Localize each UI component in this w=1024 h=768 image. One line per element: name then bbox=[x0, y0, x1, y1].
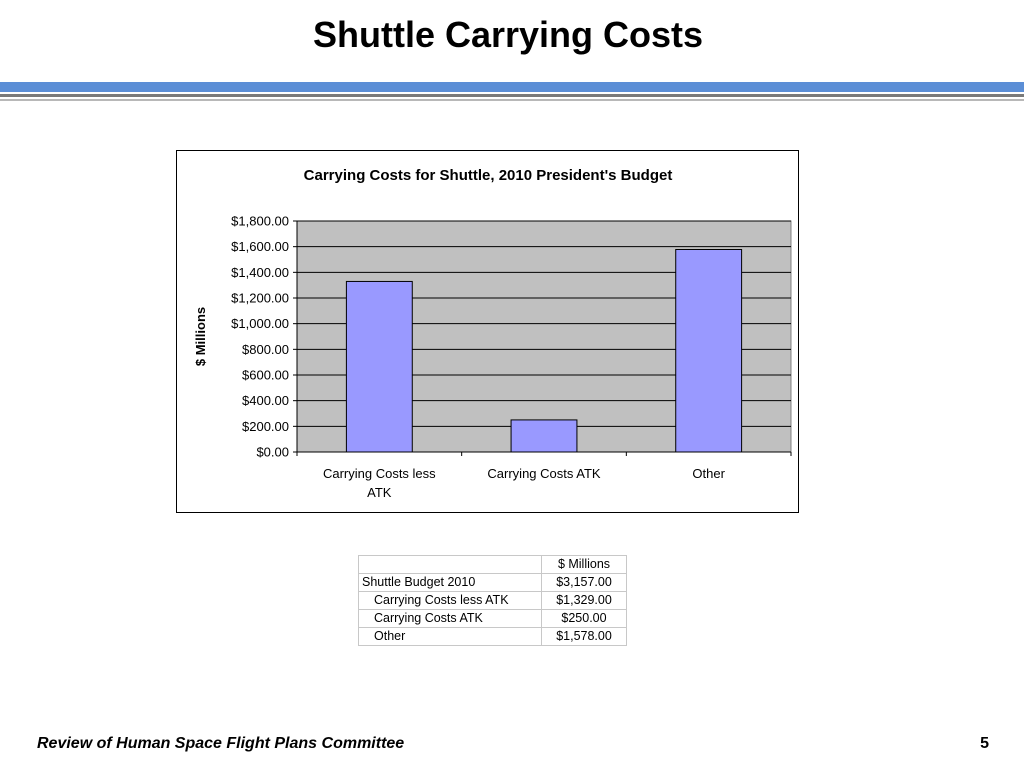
x-category-label: Carrying Costs ATK bbox=[487, 466, 601, 481]
footer-text: Review of Human Space Flight Plans Commi… bbox=[37, 735, 405, 752]
table-cell-label: Other bbox=[358, 627, 542, 646]
y-tick-label: $1,200.00 bbox=[231, 291, 289, 306]
cost-table: $ Millions Shuttle Budget 2010 $3,157.00… bbox=[358, 555, 627, 646]
bar-1 bbox=[345, 280, 413, 453]
x-category-label: ATK bbox=[367, 485, 392, 500]
table-row: Other $1,578.00 bbox=[358, 627, 627, 646]
table-header-cell bbox=[358, 555, 542, 574]
y-tick-label: $1,400.00 bbox=[231, 265, 289, 280]
table-row: Shuttle Budget 2010 $3,157.00 bbox=[358, 573, 627, 592]
y-tick-label: $1,600.00 bbox=[231, 239, 289, 254]
table-row: Carrying Costs less ATK $1,329.00 bbox=[358, 591, 627, 610]
table-cell-value: $1,329.00 bbox=[541, 591, 627, 610]
table-cell-label: Shuttle Budget 2010 bbox=[358, 573, 542, 592]
table-cell-value: $3,157.00 bbox=[541, 573, 627, 592]
y-axis-label: $ Millions bbox=[193, 307, 208, 366]
table-cell-label: Carrying Costs less ATK bbox=[358, 591, 542, 610]
bar-chart: Carrying Costs for Shuttle, 2010 Preside… bbox=[193, 167, 792, 500]
y-tick-label: $400.00 bbox=[242, 393, 289, 408]
y-tick-label: $1,800.00 bbox=[231, 214, 289, 229]
table-cell-value: $1,578.00 bbox=[541, 627, 627, 646]
y-tick-label: $1,000.00 bbox=[231, 316, 289, 331]
y-tick-label: $0.00 bbox=[256, 445, 289, 460]
y-tick-label: $600.00 bbox=[242, 368, 289, 383]
bar-2 bbox=[510, 419, 578, 453]
bar-3 bbox=[675, 248, 743, 453]
title-underline-blue bbox=[0, 82, 1024, 92]
page-number: 5 bbox=[980, 735, 989, 752]
title-underline-dark bbox=[0, 94, 1024, 97]
title-underline-light bbox=[0, 99, 1024, 101]
table-header-row: $ Millions bbox=[358, 555, 627, 574]
x-category-label: Carrying Costs less bbox=[323, 466, 436, 481]
table-header-cell: $ Millions bbox=[541, 555, 627, 574]
y-tick-label: $800.00 bbox=[242, 342, 289, 357]
y-tick-label: $200.00 bbox=[242, 419, 289, 434]
chart-title: Carrying Costs for Shuttle, 2010 Preside… bbox=[304, 167, 673, 184]
slide-title: Shuttle Carrying Costs bbox=[312, 14, 704, 55]
table-cell-value: $250.00 bbox=[541, 609, 627, 628]
chart-frame: Carrying Costs for Shuttle, 2010 Preside… bbox=[176, 150, 799, 513]
table-row: Carrying Costs ATK $250.00 bbox=[358, 609, 627, 628]
table-cell-label: Carrying Costs ATK bbox=[358, 609, 542, 628]
x-category-label: Other bbox=[692, 466, 725, 481]
